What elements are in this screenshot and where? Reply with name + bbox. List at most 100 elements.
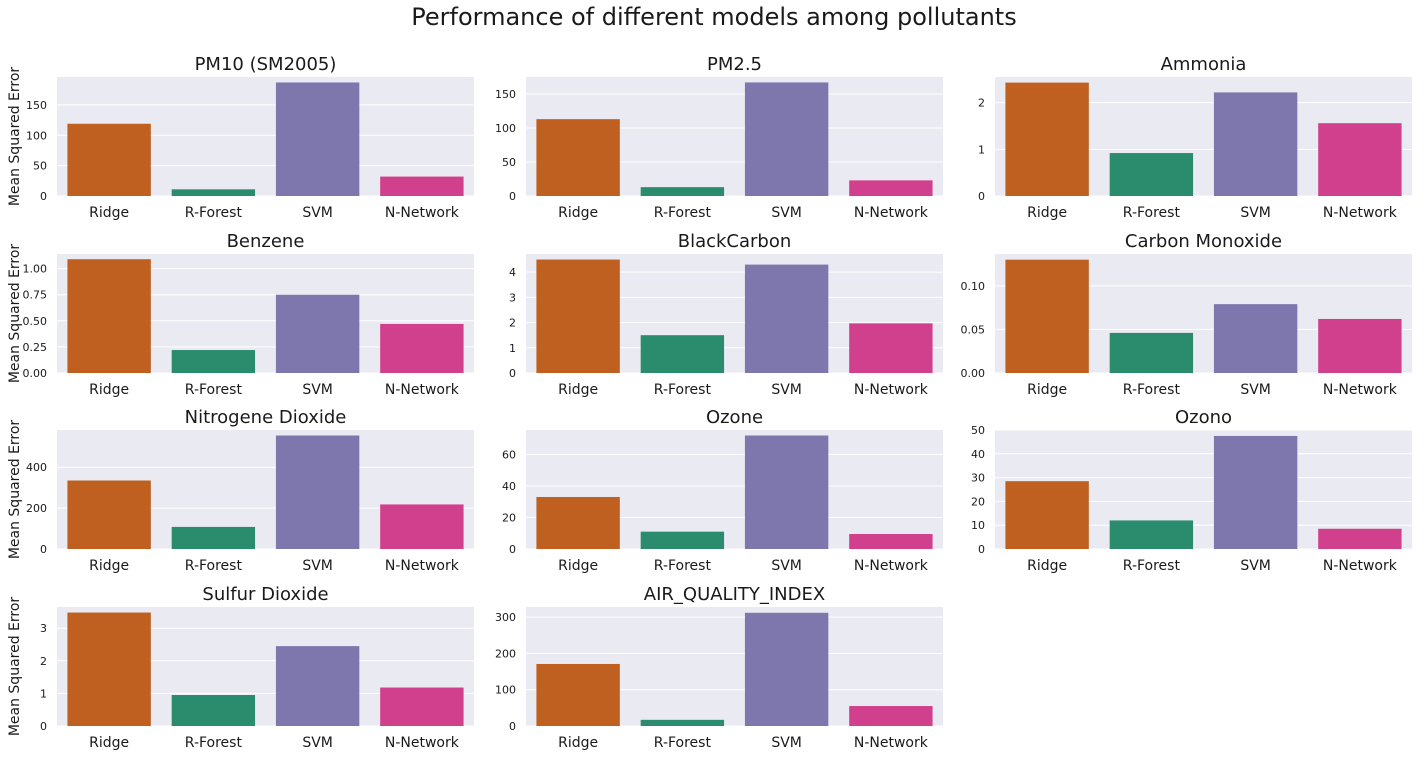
bar-ridge [1005, 82, 1089, 196]
bar-n-network [1318, 123, 1402, 196]
y-tick-label: 100 [26, 129, 47, 142]
bar-ridge [536, 663, 620, 726]
x-tick-label: Ridge [1027, 558, 1067, 574]
bar-svm [744, 264, 829, 373]
x-tick-label: SVM [771, 205, 802, 221]
subplot-title: Ozone [706, 407, 763, 428]
x-tick-label: Ridge [1027, 205, 1067, 221]
y-tick-label: 50 [502, 156, 516, 169]
bar-r-forest [1109, 520, 1194, 549]
x-tick-label: Ridge [558, 382, 598, 398]
x-tick-label: R-Forest [1123, 558, 1181, 574]
y-axis-label: Mean Squared Error [7, 420, 23, 560]
bar-ridge [1005, 259, 1089, 373]
y-tick-label: 200 [495, 647, 516, 660]
x-tick-label: R-Forest [1123, 382, 1181, 398]
x-tick-label: SVM [771, 735, 802, 751]
subplot-title: PM2.5 [707, 54, 762, 75]
subplot-blackcarbon: 0 1 2 3 4 Ridge R-Forest SVM N-Network BlackCarbo… [509, 231, 943, 398]
bar-svm [744, 82, 829, 196]
x-tick-label: SVM [1240, 205, 1271, 221]
y-tick-label: 0.10 [961, 280, 986, 293]
bar-svm [1213, 304, 1298, 373]
bar-ridge [536, 496, 620, 549]
x-tick-label: R-Forest [185, 205, 243, 221]
x-tick-label: SVM [302, 382, 333, 398]
bar-r-forest [171, 189, 256, 196]
x-tick-label: R-Forest [185, 382, 243, 398]
y-tick-label: 400 [26, 461, 47, 474]
bar-ridge [536, 119, 620, 196]
bar-svm [1213, 92, 1298, 196]
bar-n-network [849, 534, 933, 549]
x-tick-label: N-Network [1323, 558, 1398, 574]
x-tick-label: Ridge [89, 558, 129, 574]
subplot-title: Benzene [227, 231, 305, 252]
x-tick-label: R-Forest [654, 735, 712, 751]
bar-n-network [1318, 528, 1402, 549]
bar-r-forest [1109, 332, 1194, 373]
subplot-title: Sulfur Dioxide [202, 584, 328, 605]
subplot-pm2-5: 0 50 100 150 Ridge R-Forest SVM N-Network PM2.5 [495, 54, 943, 221]
x-tick-label: N-Network [854, 558, 929, 574]
y-tick-label: 10 [971, 519, 985, 532]
x-tick-label: SVM [1240, 382, 1271, 398]
x-tick-label: Ridge [558, 735, 598, 751]
subplot-ozono: 0 10 20 30 40 50 Ridge R-Forest SVM N-Network Ozon… [971, 407, 1412, 574]
subplot-air-quality-index: 0 100 200 300 Ridge R-Forest SVM N-Network AIR_Q… [495, 584, 943, 751]
subplot-title: Nitrogene Dioxide [185, 407, 347, 428]
y-tick-label: 40 [502, 480, 516, 493]
bar-svm [744, 435, 829, 549]
bar-ridge [67, 480, 151, 549]
y-tick-label: 30 [971, 472, 985, 485]
x-tick-label: N-Network [854, 205, 929, 221]
y-tick-label: 0 [40, 543, 47, 556]
x-tick-label: SVM [771, 558, 802, 574]
x-tick-label: N-Network [1323, 382, 1398, 398]
bar-r-forest [171, 695, 256, 726]
y-tick-label: 0 [978, 190, 985, 203]
bar-r-forest [1109, 153, 1194, 196]
y-tick-label: 0.00 [23, 367, 48, 380]
x-tick-label: Ridge [1027, 382, 1067, 398]
bar-r-forest [640, 719, 725, 726]
bar-r-forest [640, 335, 725, 373]
y-tick-label: 0.50 [23, 315, 48, 328]
y-tick-label: 200 [26, 502, 47, 515]
y-tick-label: 0 [978, 543, 985, 556]
y-tick-label: 0 [509, 367, 516, 380]
y-tick-label: 4 [509, 266, 516, 279]
y-tick-label: 0 [509, 543, 516, 556]
y-tick-label: 0.05 [961, 323, 986, 336]
y-tick-label: 0.25 [23, 341, 48, 354]
x-tick-label: N-Network [385, 735, 460, 751]
bar-ridge [67, 259, 151, 373]
y-tick-label: 100 [495, 684, 516, 697]
y-tick-label: 3 [40, 622, 47, 635]
subplot-title: Carbon Monoxide [1125, 231, 1282, 252]
y-tick-label: 2 [978, 97, 985, 110]
y-tick-label: 300 [495, 611, 516, 624]
bar-svm [275, 82, 360, 196]
subplot-title: BlackCarbon [678, 231, 792, 252]
subplot-nitrogene-dioxide: 0 200 400 Ridge R-Forest SVM N-Network Nitrogen… [7, 407, 474, 574]
x-tick-label: Ridge [89, 205, 129, 221]
y-tick-label: 20 [502, 511, 516, 524]
bar-r-forest [640, 187, 725, 196]
subplot-pm10-sm2005: 0 50 100 150 Ridge R-Forest SVM N-Network PM10 (… [7, 54, 474, 221]
bar-svm [275, 646, 360, 726]
x-tick-label: N-Network [854, 735, 929, 751]
x-tick-label: SVM [302, 735, 333, 751]
bar-n-network [380, 176, 464, 196]
bar-ridge [536, 259, 620, 373]
y-tick-label: 20 [971, 495, 985, 508]
x-tick-label: N-Network [385, 205, 460, 221]
y-tick-label: 50 [971, 424, 985, 437]
x-tick-label: Ridge [558, 205, 598, 221]
bar-svm [275, 435, 360, 549]
y-tick-label: 150 [26, 99, 47, 112]
x-tick-label: R-Forest [1123, 205, 1181, 221]
bar-svm [744, 612, 829, 726]
y-tick-label: 60 [502, 448, 516, 461]
